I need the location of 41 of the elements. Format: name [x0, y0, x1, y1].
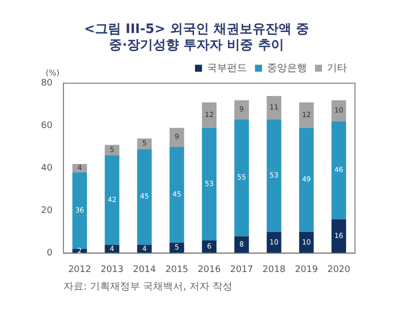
x-tick-label: 2019 [294, 264, 318, 275]
text: <그림 III-5> 외국인 채권보유잔액 중 [84, 22, 309, 38]
bar [332, 219, 346, 254]
bar [72, 172, 87, 249]
legend-label: 국부펀드 [207, 62, 247, 74]
bar [299, 128, 314, 232]
bar [234, 100, 249, 120]
bar [137, 138, 152, 150]
x-tick-label: 2013 [100, 264, 124, 275]
x-tick-label: 2017 [230, 264, 254, 275]
bar [332, 100, 346, 122]
bar [104, 144, 120, 156]
bar [202, 128, 217, 240]
x-tick-label: 2020 [327, 264, 351, 275]
bar [299, 102, 314, 128]
bar [104, 155, 120, 245]
legend-label: 중앙은행 [267, 62, 307, 74]
bar [266, 232, 282, 254]
bar [332, 121, 346, 220]
x-tick-label: 2018 [262, 264, 286, 275]
y-tick-label: 60 [41, 121, 53, 132]
bar [170, 128, 184, 147]
x-tick-label: 2012 [68, 264, 92, 275]
legend-label: 기타 [327, 62, 347, 74]
y-tick-label: 80 [41, 78, 53, 89]
bar [266, 96, 282, 120]
bar [202, 102, 217, 128]
y-axis-title: (%) [46, 68, 60, 78]
x-tick-label: 2015 [165, 264, 188, 275]
y-tick-label: 40 [41, 164, 53, 174]
bar [266, 119, 282, 232]
y-tick-label: 0 [46, 248, 53, 259]
text: 자료: 기획재정부 국채백서, 저자 작성 [63, 282, 233, 293]
x-tick-label: 2016 [198, 264, 221, 275]
y-tick-label: 20 [41, 206, 53, 216]
bar [170, 146, 184, 243]
bar [234, 236, 249, 254]
bar [137, 149, 152, 245]
text: 중·장기성향 투자자 비중 추이 [109, 38, 284, 53]
x-tick-label: 2014 [132, 264, 156, 275]
bar [234, 119, 249, 236]
